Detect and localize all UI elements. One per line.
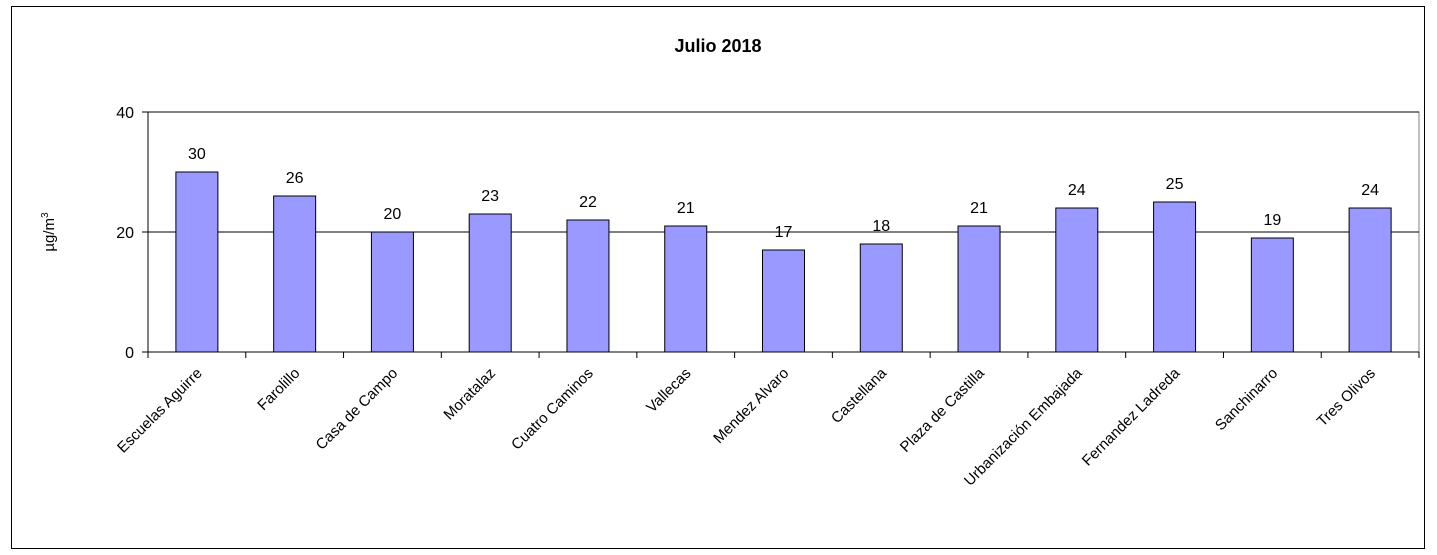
x-tick-label: Casa de Campo — [313, 365, 402, 454]
x-tick-label: Castellana — [828, 364, 891, 427]
bar — [468, 213, 512, 353]
x-tick-label: Sanchinarro — [1212, 365, 1281, 434]
plot-area: 0 20 40 30 Escuelas Aguirre 26 Farolillo 20 Casa… — [114, 105, 1420, 489]
x-tick-label: Cuatro Caminos — [508, 365, 597, 454]
x-tick-label: Farolillo — [254, 365, 303, 414]
y-tick-label: 40 — [116, 105, 134, 122]
data-label: 17 — [775, 224, 793, 241]
data-label: 21 — [677, 200, 695, 217]
bar — [273, 195, 317, 353]
data-label: 22 — [579, 194, 597, 211]
data-label: 19 — [1263, 212, 1281, 229]
bar — [1055, 207, 1099, 353]
chart-title: Julio 2018 — [674, 36, 761, 56]
y-axis-label-superscript: 3 — [40, 212, 51, 218]
bar — [1250, 237, 1294, 353]
bar — [1348, 207, 1392, 353]
bar — [957, 225, 1001, 353]
data-label: 24 — [1068, 182, 1086, 199]
data-label: 25 — [1166, 176, 1184, 193]
x-tick-label: Plaza de Castilla — [897, 364, 988, 455]
bar — [175, 171, 219, 353]
bar — [370, 231, 414, 353]
x-tick-label: Mendez Alvaro — [710, 365, 792, 447]
bar — [1153, 201, 1197, 353]
bar — [762, 249, 805, 353]
data-label: 21 — [970, 200, 988, 217]
data-label: 20 — [384, 206, 402, 223]
x-tick-label: Vallecas — [643, 365, 694, 416]
bar — [859, 243, 903, 353]
bar — [566, 219, 610, 353]
data-label: 23 — [481, 188, 499, 205]
x-tick-label: Tres Olivos — [1314, 365, 1379, 430]
x-tick-label: Fernandez Ladreda — [1079, 364, 1184, 469]
x-tick-label: Moratalaz — [440, 365, 499, 424]
bar — [664, 225, 708, 353]
y-axis-label: µg/m3 — [40, 212, 58, 252]
data-label: 24 — [1361, 182, 1379, 199]
data-label: 26 — [286, 170, 304, 187]
data-label: 18 — [872, 218, 890, 235]
y-tick-label: 20 — [116, 225, 134, 242]
x-tick-label: Escuelas Aguirre — [114, 365, 206, 457]
data-label: 30 — [188, 146, 206, 163]
y-axis-label-unit: µg/m — [41, 218, 58, 252]
y-tick-label: 0 — [125, 345, 134, 362]
